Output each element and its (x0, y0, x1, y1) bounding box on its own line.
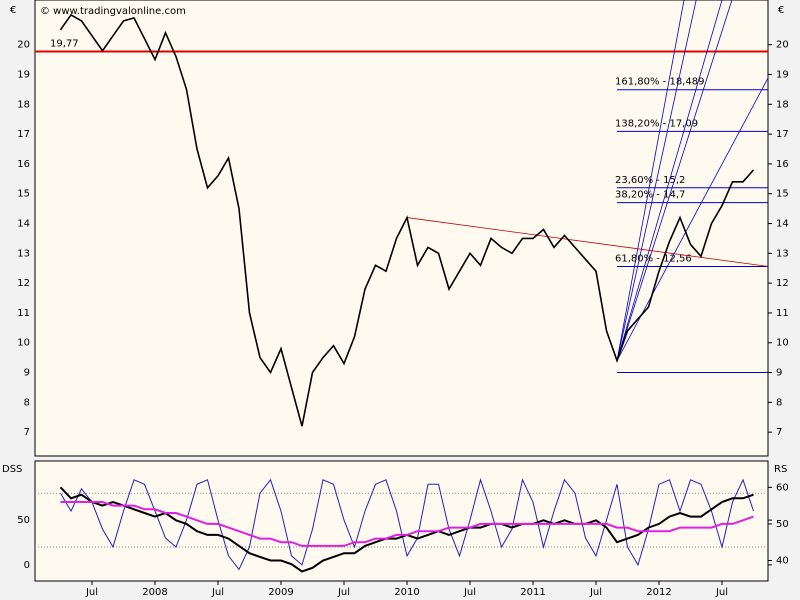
y2-tick-label: 7 (776, 427, 782, 438)
y-tick-label: 14 (17, 219, 30, 230)
level-label: 138,20% - 17,09 (615, 118, 698, 129)
x-tick-label: Jul (589, 587, 602, 598)
y-axis-label: DSS (2, 464, 22, 475)
level-label: 61,80% - 12,56 (615, 253, 692, 264)
y2-tick-label: 16 (776, 159, 789, 170)
x-tick-label: Jul (211, 587, 224, 598)
y2-tick-label: 9 (776, 368, 782, 379)
x-tick-label: 2010 (394, 587, 419, 598)
level-label: 19,77 (50, 39, 79, 50)
y-tick-label: 11 (17, 308, 30, 319)
y-tick-label: 13 (17, 248, 30, 259)
x-tick-label: 2011 (520, 587, 545, 598)
y2-tick-label: 14 (776, 219, 789, 230)
fan-line (616, 0, 723, 361)
y-tick-label: 15 (17, 189, 30, 200)
x-tick-label: Jul (715, 587, 728, 598)
y-tick-label: 10 (17, 338, 30, 349)
y2-tick-label: 13 (776, 248, 789, 259)
y2-tick-label: 11 (776, 308, 789, 319)
y2-tick-label: 60 (776, 482, 789, 493)
fan-line (616, 0, 685, 361)
y2-tick-label: 40 (776, 556, 789, 567)
y-tick-label: 9 (24, 368, 30, 379)
x-tick-label: 2012 (646, 587, 671, 598)
y-tick-label: 16 (17, 159, 30, 170)
y-tick-label: 20 (17, 40, 30, 51)
y2-tick-label: 8 (776, 397, 782, 408)
y2-tick-label: 18 (776, 99, 789, 110)
y-tick-label: 12 (17, 278, 30, 289)
y-axis-label: € (10, 5, 16, 16)
y2-axis-label: RS (774, 464, 787, 475)
y2-tick-label: 10 (776, 338, 789, 349)
trend-line (406, 217, 769, 267)
x-tick-label: Jul (463, 587, 476, 598)
y-tick-label: 18 (17, 99, 30, 110)
y2-tick-label: 17 (776, 129, 789, 140)
y2-tick-label: 20 (776, 40, 789, 51)
x-tick-label: Jul (337, 587, 350, 598)
y2-tick-label: 19 (776, 70, 789, 81)
fan-line (616, 0, 733, 361)
y-tick-label: 50 (17, 515, 30, 526)
y2-axis-label: € (778, 5, 784, 16)
fan-line (616, 0, 697, 361)
y-tick-label: 0 (24, 560, 30, 571)
y2-tick-label: 50 (776, 519, 789, 530)
level-label: 161,80% - 18,489 (615, 77, 704, 88)
y-tick-label: 8 (24, 397, 30, 408)
x-tick-label: 2009 (268, 587, 293, 598)
x-tick-label: 2008 (142, 587, 167, 598)
x-tick-label: Jul (85, 587, 98, 598)
price-line (59, 13, 755, 427)
y2-tick-label: 12 (776, 278, 789, 289)
level-label: 38,20% - 14,7 (615, 190, 685, 201)
y-tick-label: 17 (17, 129, 30, 140)
level-label: 23,60% - 15,2 (615, 175, 685, 186)
y-tick-label: 19 (17, 70, 30, 81)
price-line (60, 478, 754, 571)
y2-tick-label: 15 (776, 189, 789, 200)
indicator-plot (34, 460, 769, 582)
price-line (60, 501, 754, 547)
watermark: © www.tradingvalonline.com (40, 6, 186, 17)
y-tick-label: 7 (24, 427, 30, 438)
